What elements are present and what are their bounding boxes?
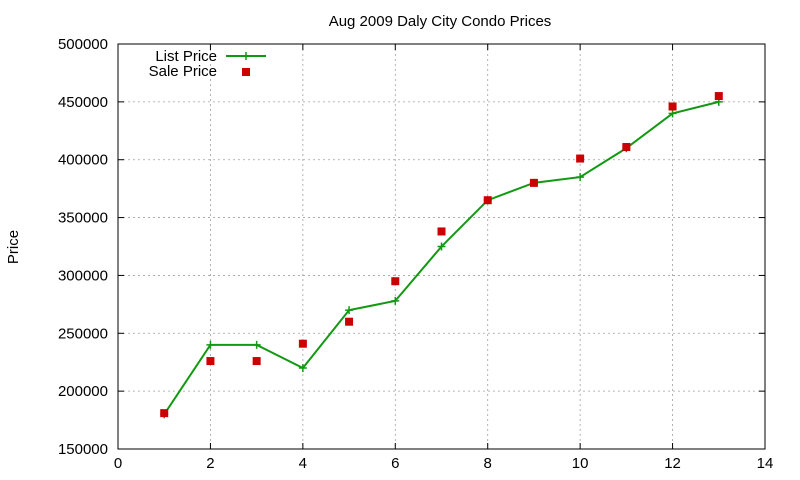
data-point <box>298 364 307 372</box>
data-point <box>576 173 585 182</box>
data-point <box>437 227 446 236</box>
y-tick-label: 500000 <box>58 36 108 53</box>
series-1 <box>160 92 723 418</box>
data-point <box>252 357 261 366</box>
y-tick-label: 450000 <box>58 94 108 111</box>
y-tick-label: 150000 <box>58 441 108 458</box>
legend-marker <box>242 68 250 76</box>
data-point <box>298 339 307 348</box>
x-tick-label: 4 <box>299 455 307 472</box>
axis-ticks: 0 2 4 6 8 10 12 14 150000 200000 250000 300000 35000… <box>58 36 773 472</box>
series-line <box>163 100 720 415</box>
legend-marker <box>242 52 250 60</box>
data-point <box>668 109 677 118</box>
x-tick-label: 14 <box>757 455 774 472</box>
y-tick-label: 300000 <box>58 267 108 284</box>
x-tick-label: 12 <box>664 455 681 472</box>
x-tick-label: 6 <box>391 455 399 472</box>
data-point <box>160 409 169 418</box>
data-point <box>529 178 538 187</box>
y-tick-label: 400000 <box>58 152 108 169</box>
plot-frame <box>117 43 766 450</box>
y-tick-label: 350000 <box>58 210 108 227</box>
data-point <box>345 306 354 315</box>
data-point <box>345 317 354 326</box>
chart-title: Aug 2009 Daly City Condo Prices <box>329 13 552 30</box>
data-point <box>622 142 631 151</box>
x-tick-label: 10 <box>572 455 589 472</box>
data-point <box>206 340 215 349</box>
data-point <box>252 340 261 349</box>
data-point <box>714 92 723 101</box>
data-point <box>483 196 492 205</box>
legend-swatch-sale-price <box>242 68 250 76</box>
x-tick-label: 2 <box>206 455 214 472</box>
y-tick-label: 200000 <box>58 383 108 400</box>
data-point <box>576 154 585 163</box>
data-point <box>668 102 677 111</box>
series-0 <box>160 97 723 419</box>
legend-label-sale-price: Sale Price <box>149 63 217 80</box>
y-axis-label: Price <box>5 230 22 264</box>
data-point <box>391 296 400 305</box>
legend: List Price Sale Price <box>149 48 266 80</box>
data-point <box>206 357 215 366</box>
data-point <box>437 242 446 251</box>
legend-swatch-list-price <box>226 52 266 60</box>
data-point <box>391 277 400 286</box>
legend-label-list-price: List Price <box>155 48 217 65</box>
x-tick-label: 0 <box>114 455 122 472</box>
x-tick-label: 8 <box>484 455 492 472</box>
series-layer <box>160 92 723 419</box>
y-tick-label: 250000 <box>58 325 108 342</box>
